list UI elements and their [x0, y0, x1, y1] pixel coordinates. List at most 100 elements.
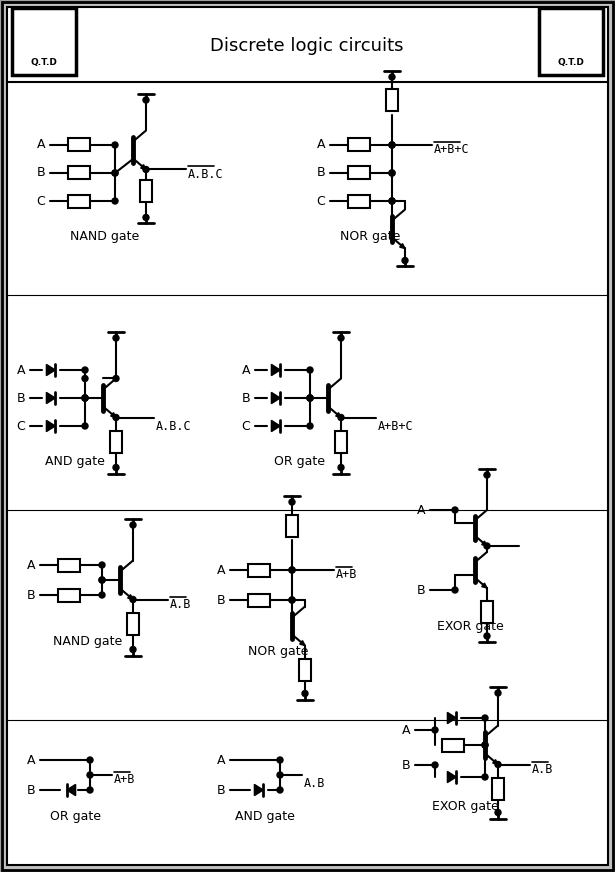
Circle shape — [112, 142, 118, 148]
Text: A.B: A.B — [304, 777, 325, 790]
Circle shape — [82, 423, 88, 429]
Circle shape — [302, 691, 308, 697]
Circle shape — [112, 198, 118, 204]
Bar — [481, 601, 493, 623]
Text: A.B: A.B — [532, 762, 554, 775]
Circle shape — [389, 142, 395, 148]
Text: NOR gate: NOR gate — [340, 230, 400, 243]
Text: B: B — [216, 594, 225, 607]
Text: B: B — [402, 759, 410, 772]
Circle shape — [484, 633, 490, 639]
Circle shape — [82, 395, 88, 401]
Polygon shape — [400, 243, 405, 249]
Circle shape — [482, 715, 488, 721]
Text: A+B: A+B — [336, 568, 357, 581]
Circle shape — [113, 465, 119, 471]
Text: Q.T.D: Q.T.D — [31, 58, 57, 67]
Circle shape — [307, 367, 313, 373]
Circle shape — [482, 742, 488, 748]
Text: EXOR gate: EXOR gate — [432, 800, 498, 813]
Circle shape — [277, 772, 283, 778]
Circle shape — [338, 335, 344, 341]
Circle shape — [82, 395, 88, 401]
Text: B: B — [17, 392, 25, 405]
Polygon shape — [111, 412, 116, 418]
Circle shape — [143, 215, 149, 221]
Text: NOR gate: NOR gate — [248, 645, 308, 658]
Text: A: A — [317, 139, 325, 152]
Circle shape — [452, 507, 458, 513]
Circle shape — [277, 757, 283, 763]
Text: C: C — [16, 419, 25, 433]
Circle shape — [389, 170, 395, 176]
Circle shape — [289, 597, 295, 603]
Polygon shape — [493, 760, 498, 765]
Circle shape — [402, 257, 408, 263]
Circle shape — [495, 809, 501, 815]
Polygon shape — [141, 165, 146, 169]
Text: NAND gate: NAND gate — [70, 230, 140, 243]
Circle shape — [289, 597, 295, 603]
Circle shape — [143, 97, 149, 103]
Circle shape — [389, 74, 395, 80]
Text: AND gate: AND gate — [45, 455, 105, 468]
Circle shape — [112, 170, 118, 176]
Text: B: B — [316, 167, 325, 180]
Polygon shape — [482, 583, 487, 588]
Text: B: B — [26, 589, 35, 602]
Text: A+B: A+B — [114, 773, 135, 786]
Bar — [348, 167, 370, 180]
Text: EXOR gate: EXOR gate — [437, 620, 503, 633]
Polygon shape — [46, 420, 55, 432]
Bar — [58, 558, 80, 571]
Bar — [127, 612, 139, 635]
Bar — [68, 167, 90, 180]
Text: OR gate: OR gate — [49, 810, 100, 823]
Bar — [248, 563, 270, 576]
Circle shape — [452, 587, 458, 593]
Bar — [299, 658, 311, 680]
Bar — [68, 139, 90, 152]
Text: A.B: A.B — [170, 597, 191, 610]
Circle shape — [307, 423, 313, 429]
Circle shape — [87, 772, 93, 778]
Bar — [442, 739, 464, 752]
Polygon shape — [300, 641, 305, 645]
Circle shape — [87, 757, 93, 763]
Polygon shape — [271, 364, 280, 376]
Circle shape — [482, 774, 488, 780]
Circle shape — [112, 170, 118, 176]
Text: A: A — [26, 753, 35, 766]
Text: A+B+C: A+B+C — [434, 143, 470, 156]
Bar — [110, 431, 122, 453]
Polygon shape — [271, 420, 280, 432]
Circle shape — [130, 522, 136, 528]
Circle shape — [82, 395, 88, 401]
Bar — [492, 778, 504, 800]
Bar — [68, 194, 90, 208]
Bar — [58, 589, 80, 602]
Circle shape — [130, 646, 136, 652]
Circle shape — [495, 690, 501, 696]
Circle shape — [82, 376, 88, 382]
Text: B: B — [26, 784, 35, 796]
Bar — [348, 139, 370, 152]
Circle shape — [389, 198, 395, 204]
Polygon shape — [447, 772, 456, 782]
Bar — [539, 8, 603, 75]
Circle shape — [482, 742, 488, 748]
Text: C: C — [241, 419, 250, 433]
Text: A: A — [416, 503, 425, 516]
Text: A: A — [242, 364, 250, 377]
Text: C: C — [316, 194, 325, 208]
Polygon shape — [128, 595, 133, 600]
Polygon shape — [46, 364, 55, 376]
Bar — [386, 89, 398, 111]
Circle shape — [432, 762, 438, 768]
Circle shape — [113, 335, 119, 341]
Text: A: A — [36, 139, 45, 152]
Circle shape — [307, 395, 313, 401]
Circle shape — [389, 198, 395, 204]
Circle shape — [277, 787, 283, 793]
Circle shape — [130, 596, 136, 603]
